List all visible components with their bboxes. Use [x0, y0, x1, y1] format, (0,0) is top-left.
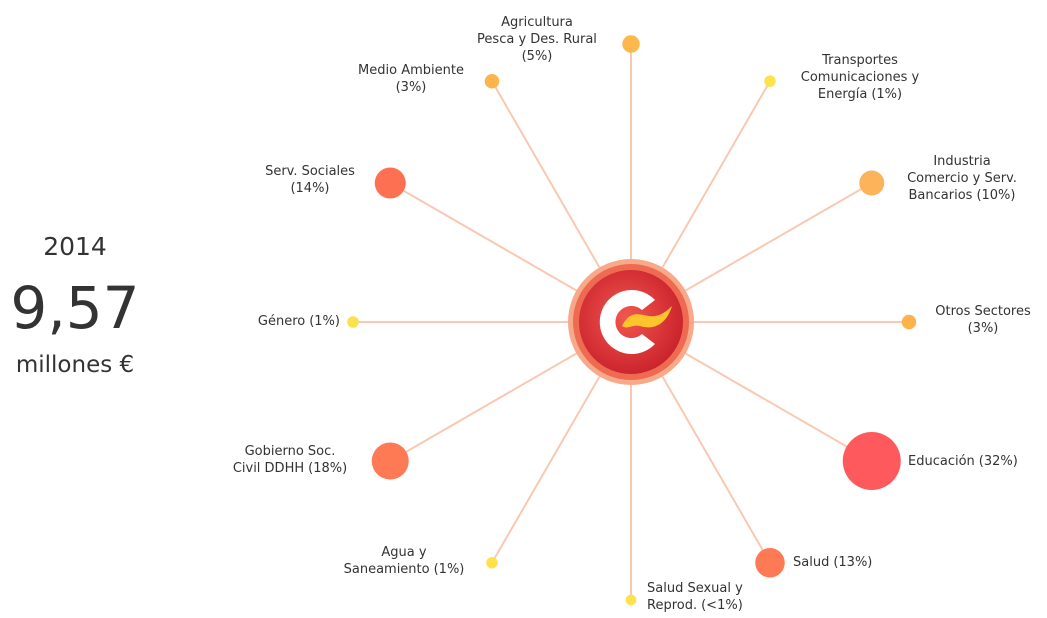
bubble [625, 594, 637, 606]
bubble [842, 432, 901, 490]
sector-label: Industria Comercio y Serv. Bancarios (10%… [862, 153, 1047, 204]
bubble [347, 316, 359, 328]
sector-name: Gobierno Soc. Civil DDHH [232, 444, 336, 476]
sector-label: Otros Sectores (3%) [883, 303, 1047, 337]
sector-name: Industria Comercio y Serv. Bancarios [907, 154, 1017, 203]
spoke [682, 351, 873, 462]
sector-share: (18%) [308, 461, 348, 476]
sector-share: (32%) [978, 454, 1018, 469]
spoke [389, 351, 580, 462]
amount: 9,57 [10, 274, 140, 342]
sector-share: (3%) [967, 321, 999, 336]
year: 2014 [43, 232, 107, 261]
sector-name: Agricultura Pesca y Des. Rural [477, 15, 597, 47]
sector-name: Salud [793, 555, 830, 570]
sector-share: (1%) [871, 87, 903, 102]
sector-name: Agua y Saneamiento [343, 545, 430, 577]
sector-label: Género (1%) [258, 313, 340, 330]
sector-label: Educación (32%) [908, 453, 1018, 470]
sector-share: (3%) [395, 80, 427, 95]
sector-name: Género [257, 314, 306, 329]
logo [568, 259, 694, 385]
spoke [389, 182, 580, 293]
bubble [484, 73, 500, 89]
bubble [901, 314, 917, 330]
spoke [491, 80, 602, 271]
sector-label: Agua y Saneamiento (1%) [304, 544, 504, 578]
spoke [660, 80, 771, 271]
sector-name: Medio Ambiente [358, 63, 464, 78]
sector-label: Serv. Sociales (14%) [210, 163, 410, 197]
bubble [622, 35, 640, 53]
sector-name: Otros Sectores [935, 304, 1031, 319]
bubble [371, 442, 409, 480]
sector-name: Salud Sexual y Reprod. [647, 581, 743, 613]
sector-share: (<1%) [701, 598, 743, 613]
sector-label: Salud (13%) [793, 554, 872, 571]
sector-name: Transportes Comunicaciones y Energía [800, 53, 920, 102]
sector-label: Salud Sexual y Reprod. (<1%) [647, 580, 743, 614]
sector-share: (13%) [833, 555, 873, 570]
sector-label: Medio Ambiente (3%) [311, 62, 511, 96]
sector-share: (14%) [290, 181, 330, 196]
sector-label: Agricultura Pesca y Des. Rural (5%) [437, 14, 637, 65]
spoke [660, 373, 771, 564]
bubble [755, 548, 785, 578]
sector-share: (1%) [433, 562, 465, 577]
bubble [374, 167, 406, 199]
sector-name: Serv. Sociales [265, 164, 355, 179]
bubble [764, 75, 776, 87]
unit: millones € [15, 352, 135, 378]
sector-share: (10%) [976, 188, 1016, 203]
sector-label: Gobierno Soc. Civil DDHH (18%) [190, 443, 390, 477]
bubble [859, 170, 885, 196]
sector-share: (1%) [309, 314, 340, 329]
sector-share: (5%) [521, 49, 553, 64]
spoke [491, 373, 602, 564]
spoke [682, 182, 873, 293]
bubble [486, 557, 498, 569]
sector-label: Transportes Comunicaciones y Energía (1%) [760, 52, 960, 103]
sector-name: Educación [908, 454, 975, 469]
